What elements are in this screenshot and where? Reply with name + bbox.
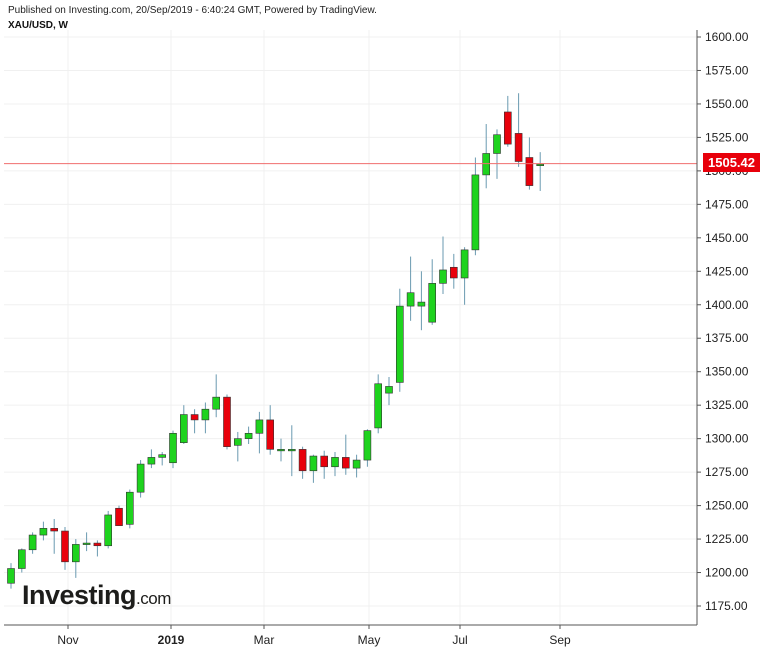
candle-down [223,396,231,447]
candle-up [104,514,112,547]
candle-up [82,542,91,545]
candle-up [201,408,210,421]
y-tick-label: 1250.00 [705,499,749,513]
candle-up [331,457,339,468]
y-tick-label: 1525.00 [705,130,749,144]
x-axis-ticks: Nov 2019 Mar May Jul Sep [57,625,571,647]
candle-up [244,432,253,439]
candle-up [309,455,318,472]
y-tick-label: 1325.00 [705,398,749,412]
candle-down [190,414,199,421]
candle-up [363,430,372,461]
candle-up [158,454,166,458]
candle-up [255,419,264,434]
candle-up [493,134,501,154]
y-tick-label: 1225.00 [705,532,749,546]
y-tick-label: 1175.00 [705,599,748,613]
candle-up [147,457,156,465]
grid-lines [4,30,697,625]
y-tick-label: 1600.00 [705,30,749,44]
y-tick-label: 1400.00 [705,298,749,312]
y-tick-label: 1475.00 [705,197,749,211]
candles [7,93,545,589]
candle-up [439,269,447,284]
last-price-tag: 1505.42 [703,153,760,172]
candle-down [341,457,350,469]
candle-down [514,133,523,162]
candle-up [17,549,26,569]
x-tick-label: Nov [57,633,78,647]
investing-logo: Investing.com [22,580,171,611]
candle-up [287,449,296,452]
logo-suffix: .com [136,589,171,608]
candle-down [61,530,69,563]
candle-down [93,542,102,547]
candle-down [298,449,307,472]
candle-up [385,386,393,394]
candle-up [39,528,48,536]
candle-up [180,414,188,443]
candle-up [28,534,37,551]
candle-up [471,174,480,251]
y-tick-label: 1275.00 [705,465,749,479]
candle-up [72,544,80,563]
candle-down [115,507,123,526]
y-tick-label: 1200.00 [705,566,749,580]
candle-up [374,383,383,429]
y-tick-label: 1575.00 [705,63,749,77]
candle-up [169,432,177,464]
logo-main: Investing [22,580,137,610]
candle-up [7,568,15,584]
candle-up [406,292,415,307]
candle-down [525,157,534,186]
candle-up [460,249,469,279]
x-tick-label: Mar [254,633,275,647]
candle-up [395,305,404,383]
y-axis-ticks: 1175.00 1200.00 1225.00 1250.00 1275.00 1300.… [697,30,749,613]
candle-up [428,283,437,323]
candle-down [320,455,329,468]
candle-up [352,459,361,469]
candle-up [136,463,145,493]
candle-up [417,301,426,307]
x-tick-label: 2019 [158,633,185,647]
candle-up [126,491,134,525]
published-caption: Published on Investing.com, 20/Sep/2019 … [8,5,377,16]
candle-down [503,111,512,145]
y-tick-label: 1550.00 [705,97,749,111]
symbol-title: XAU/USD, W [8,20,68,31]
candle-up [212,396,220,410]
y-tick-label: 1450.00 [705,231,749,245]
candle-up [234,438,242,446]
candle-up [277,449,285,452]
x-tick-label: Sep [549,633,571,647]
x-tick-label: Jul [452,633,467,647]
x-tick-label: May [358,633,381,647]
candle-down [266,419,275,450]
candle-up [536,163,545,166]
candle-down [449,266,458,279]
y-tick-label: 1300.00 [705,432,749,446]
y-tick-label: 1425.00 [705,264,749,278]
candle-up [482,153,491,176]
candle-down [50,528,59,532]
axes [4,30,698,626]
y-tick-label: 1375.00 [705,331,749,345]
y-tick-label: 1350.00 [705,365,749,379]
